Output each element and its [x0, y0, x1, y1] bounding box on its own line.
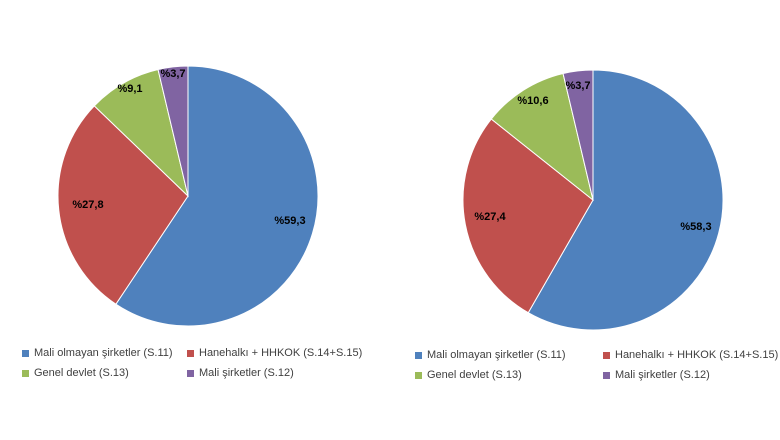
- pie-svg-left: %59,3 %27,8 %9,1 %3,7: [57, 65, 319, 327]
- legend-label-s11: Mali olmayan şirketler (S.11): [427, 349, 566, 361]
- slice-s11: [527, 69, 724, 331]
- legend-item-s14-s15: Hanehalkı + HHKOK (S.14+S.15): [603, 349, 778, 361]
- pie-chart-right: %58,3 %27,4 %10,6 %3,7 Mali olmayan şirketl…: [390, 0, 780, 440]
- pie-chart-left: %59,3 %27,8 %9,1 %3,7 Mali olmayan şirketle…: [22, 65, 362, 379]
- legend-right: Mali olmayan şirketler (S.11) Hanehalkı …: [390, 0, 780, 440]
- data-label-s11: %59,3: [274, 215, 305, 227]
- slice-s12: [157, 65, 189, 197]
- slice-s12: [562, 69, 594, 201]
- slice-s14-s15: [462, 118, 594, 314]
- legend-swatch-s12: [603, 371, 610, 379]
- data-label-s12: %3,7: [565, 80, 590, 92]
- legend-label-s13: Genel devlet (S.13): [427, 369, 522, 381]
- legend-item-s11: Mali olmayan şirketler (S.11): [415, 349, 566, 361]
- legend-item-s11: Mali olmayan şirketler (S.11): [22, 347, 173, 359]
- slice-s11: [115, 65, 319, 327]
- data-label-s14-s15: %27,8: [72, 199, 103, 211]
- data-label-s14-s15: %27,4: [474, 211, 506, 223]
- legend-item-s13: Genel devlet (S.13): [415, 369, 522, 381]
- legend-label-s11: Mali olmayan şirketler (S.11): [34, 347, 173, 359]
- legend-label-s14-s15: Hanehalkı + HHKOK (S.14+S.15): [615, 349, 779, 361]
- legend-swatch-s14-s15: [603, 351, 610, 359]
- legend-label-s12: Mali şirketler (S.12): [199, 367, 294, 379]
- legend-item-s14-s15: Hanehalkı + HHKOK (S.14+S.15): [187, 347, 362, 359]
- legend-swatch-s12: [187, 369, 194, 377]
- legend-item-s12: Mali şirketler (S.12): [603, 369, 710, 381]
- slice-s14-s15: [57, 105, 189, 305]
- legend-item-s12: Mali şirketler (S.12): [187, 367, 294, 379]
- legend-label-s14-s15: Hanehalkı + HHKOK (S.14+S.15): [199, 347, 363, 359]
- legend-swatch-s11: [22, 349, 29, 357]
- slice-s13: [490, 72, 594, 202]
- legend-swatch-s11: [415, 351, 422, 359]
- data-label-s13: %9,1: [117, 83, 142, 95]
- legend-swatch-s14-s15: [187, 349, 194, 357]
- legend-label-s13: Genel devlet (S.13): [34, 367, 129, 379]
- data-label-s13: %10,6: [517, 95, 548, 107]
- data-label-s11: %58,3: [680, 221, 711, 233]
- legend-swatch-s13: [22, 369, 29, 377]
- pie-svg-right: %58,3 %27,4 %10,6 %3,7: [462, 69, 724, 331]
- legend-label-s12: Mali şirketler (S.12): [615, 369, 710, 381]
- legend-left: Mali olmayan şirketler (S.11) Hanehalkı …: [22, 347, 362, 379]
- legend-swatch-s13: [415, 371, 422, 379]
- data-label-s12: %3,7: [160, 68, 185, 80]
- legend-item-s13: Genel devlet (S.13): [22, 367, 129, 379]
